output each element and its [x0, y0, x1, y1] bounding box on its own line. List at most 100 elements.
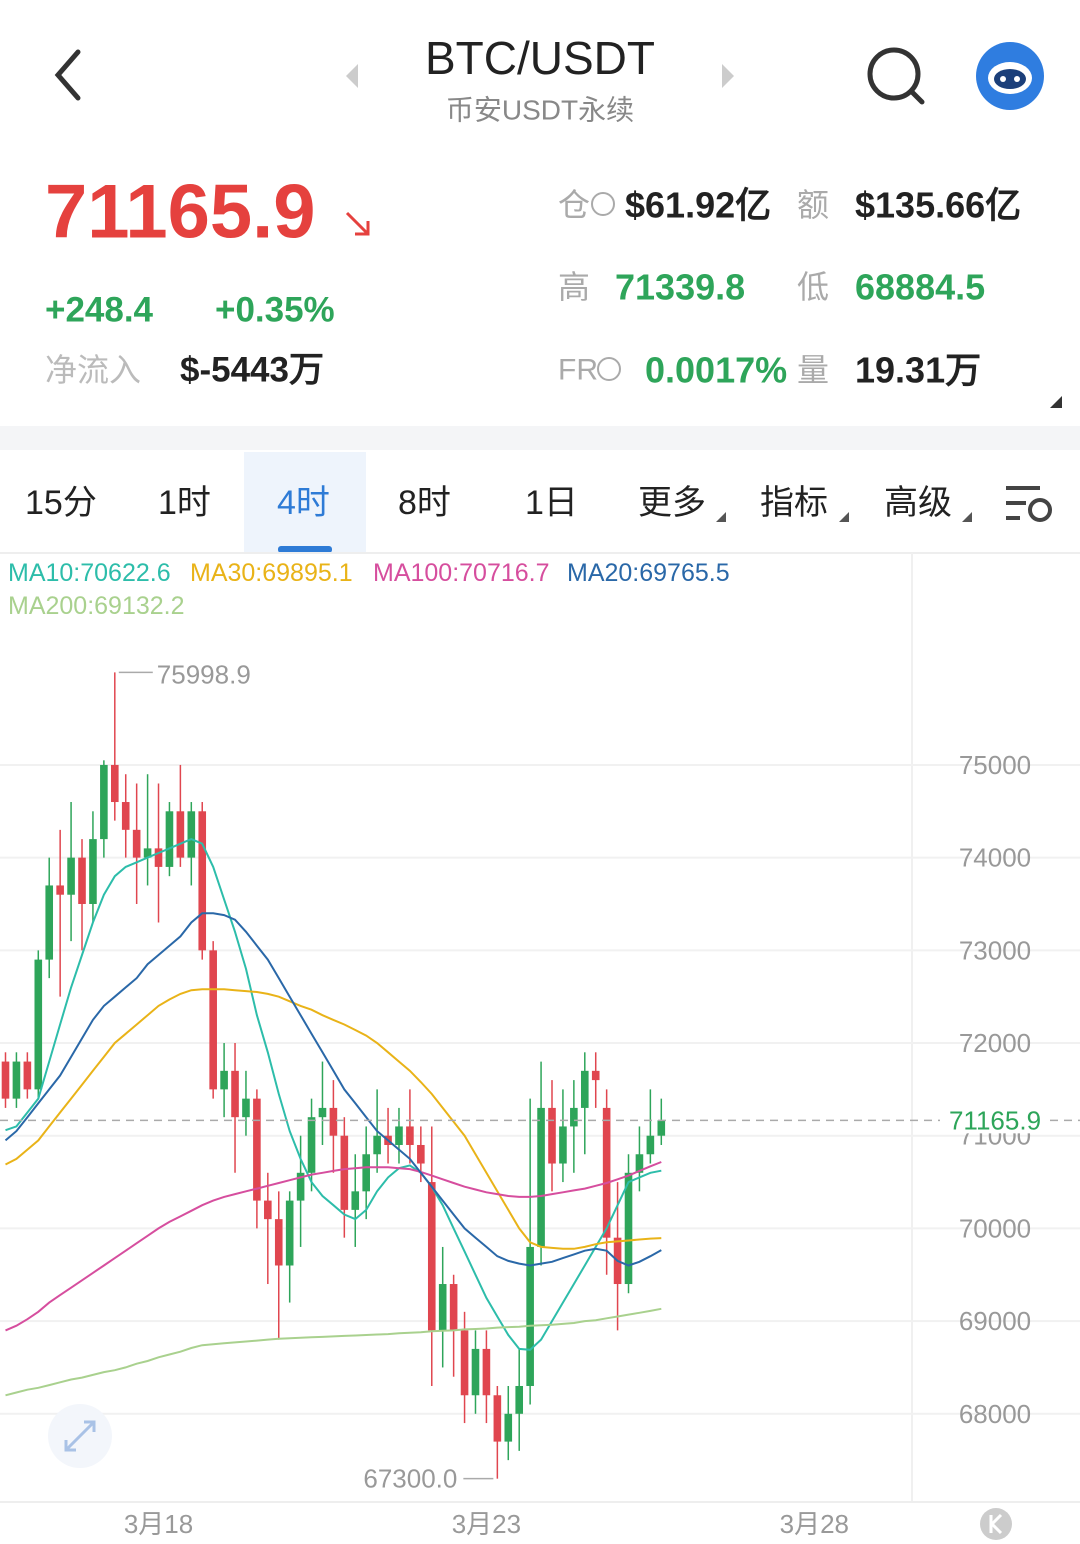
legend-entry: MA20:69765.5 — [567, 559, 730, 587]
candle-body — [373, 1135, 381, 1155]
candle-body — [548, 1107, 556, 1164]
price-change: +248.4 — [45, 291, 154, 330]
stat-value: $61.92亿 — [625, 185, 771, 226]
candle-body — [417, 1144, 425, 1164]
ma-line — [4, 912, 662, 1267]
y-tick-label: 73000 — [959, 935, 1031, 965]
candle-body — [121, 802, 130, 830]
chart-settings[interactable] — [1006, 486, 1052, 522]
tab[interactable]: 4时 — [277, 484, 330, 522]
candle-body — [242, 1098, 250, 1118]
candle-body — [602, 1107, 611, 1238]
candle-body — [100, 764, 108, 840]
y-tick-label: 70000 — [959, 1213, 1031, 1243]
stat-label: 额 — [797, 187, 829, 223]
k-circle — [980, 1508, 1012, 1540]
candle-body — [198, 811, 207, 951]
x-tick-label: 3月28 — [780, 1509, 849, 1539]
legend-entry: MA200:69132.2 — [8, 592, 185, 620]
candle-body — [504, 1413, 513, 1442]
candle-body — [559, 1126, 567, 1164]
candle-body — [143, 848, 152, 858]
stat-value: 0.0017% — [645, 350, 787, 391]
dropdown-mark — [839, 512, 849, 522]
candle-body — [1, 1061, 10, 1099]
y-tick-label: 69000 — [959, 1306, 1031, 1336]
candle-body — [307, 1117, 316, 1173]
avatar-visor — [994, 69, 1026, 89]
candle-body — [362, 1154, 370, 1192]
candle-body — [34, 959, 43, 1090]
back-button[interactable] — [54, 49, 81, 101]
candle-body — [56, 885, 64, 895]
candle-body — [438, 1284, 447, 1331]
tab[interactable]: 8时 — [398, 484, 451, 522]
candle-body — [515, 1385, 524, 1414]
candle-body — [187, 811, 196, 858]
min-label: 67300.0 — [363, 1464, 457, 1494]
candle-body — [580, 1070, 589, 1108]
tab[interactable]: 更多 — [638, 484, 706, 522]
search-icon — [867, 47, 921, 101]
dropdown-mark — [962, 512, 972, 522]
fullscreen-icon — [64, 1420, 96, 1452]
candle-body — [329, 1107, 338, 1136]
legend-entry: MA10:70622.6 — [8, 559, 171, 587]
k-button[interactable] — [980, 1508, 1012, 1540]
info-icon[interactable] — [591, 192, 615, 216]
ma-line — [5, 838, 662, 1351]
candle-body — [12, 1061, 21, 1099]
candle-body — [395, 1126, 403, 1145]
dropdown-mark — [716, 512, 726, 522]
assistant-avatar[interactable] — [976, 42, 1044, 110]
candle-body — [285, 1200, 294, 1266]
y-tick-label: 75000 — [959, 750, 1031, 780]
candle-body — [635, 1154, 644, 1173]
tab[interactable]: 指标 — [760, 484, 828, 522]
prev-pair[interactable] — [346, 64, 358, 88]
settings-gear — [1028, 498, 1052, 522]
stat-label: FR — [558, 354, 598, 387]
tab-selected-bg — [244, 452, 366, 552]
candle-body — [253, 1098, 261, 1201]
tab[interactable]: 1时 — [158, 484, 211, 522]
last-price-tag: 71165.9 — [949, 1105, 1041, 1135]
next-pair[interactable] — [722, 64, 734, 88]
candle-body — [493, 1395, 502, 1442]
search-button[interactable] — [867, 47, 925, 105]
candle-body — [526, 1246, 534, 1386]
timeframe-tabs: 15分 1时 4时 8时 1日 更多 指标 高级 — [25, 484, 952, 522]
fullscreen-button[interactable] — [48, 1404, 112, 1468]
x-tick-label: 3月23 — [452, 1509, 521, 1539]
candle-body — [340, 1135, 349, 1210]
k-icon — [989, 1513, 1003, 1535]
candle-body — [591, 1070, 600, 1081]
candle-body — [154, 848, 163, 867]
tab[interactable]: 15分 — [25, 484, 97, 522]
candle-body — [482, 1348, 491, 1396]
candle-body — [78, 857, 86, 904]
legend-entry: MA30:69895.1 — [190, 559, 353, 587]
candle-body — [132, 829, 141, 858]
divider — [0, 426, 1080, 450]
stat-label: 高 — [558, 269, 590, 305]
expand-corner[interactable] — [1050, 396, 1062, 408]
tab[interactable]: 高级 — [884, 484, 952, 522]
last-price-tag-bg — [940, 1105, 1050, 1134]
stat-label: 低 — [797, 269, 829, 305]
candle-body — [624, 1172, 633, 1285]
stat-value: $135.66亿 — [855, 185, 1021, 226]
price-change-percent: +0.35% — [215, 291, 335, 330]
tab[interactable]: 1日 — [525, 484, 578, 522]
candle-body — [89, 839, 97, 904]
candle-body — [471, 1348, 480, 1396]
y-tick-label: 74000 — [959, 843, 1031, 873]
stat-value: 68884.5 — [855, 267, 985, 308]
candle-body — [449, 1284, 458, 1331]
stat-label: 仓 — [558, 187, 590, 223]
ma-line — [5, 988, 662, 1250]
info-icon[interactable] — [597, 357, 621, 381]
candle-body — [165, 811, 174, 867]
ma-line — [5, 1161, 662, 1332]
